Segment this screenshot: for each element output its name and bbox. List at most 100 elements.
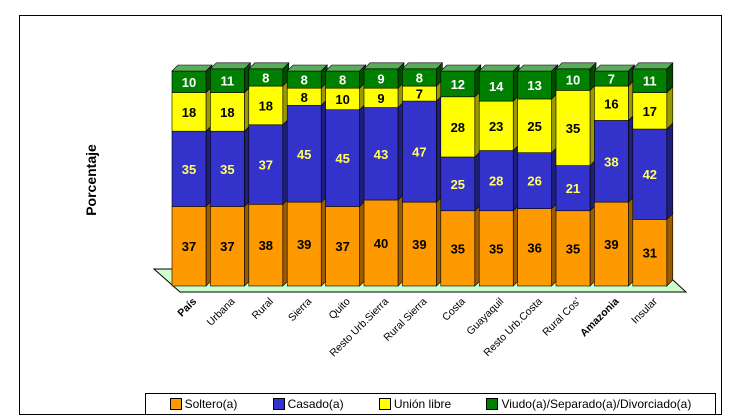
data-label: 35 [451, 241, 465, 256]
category-tick-label: Urbana [205, 296, 238, 329]
data-label: 38 [604, 154, 618, 169]
bar-segment [286, 201, 322, 287]
bar-segment [440, 96, 476, 158]
data-label: 18 [220, 105, 234, 120]
bar-top-face [324, 64, 367, 72]
data-label: 39 [604, 237, 618, 252]
data-label: 9 [377, 72, 384, 87]
category-tick-label: Sierra [286, 296, 314, 324]
data-label: 18 [259, 98, 273, 113]
bar-segment [594, 85, 629, 121]
legend: Soltero(a) Casado(a) Unión libre Viudo(a)/S… [145, 393, 716, 415]
legend-label: Viudo(a)/Separado(a)/Divorciado(a) [501, 397, 692, 411]
data-label: 23 [489, 119, 503, 134]
legend-swatch [272, 398, 285, 410]
data-label: 8 [301, 73, 308, 88]
data-label: 11 [643, 74, 657, 89]
data-label: 8 [416, 70, 423, 85]
data-label: 37 [259, 158, 273, 173]
data-label: 13 [527, 78, 541, 93]
category-tick-label: Rural Cos' [540, 296, 583, 339]
bar-segment [517, 208, 552, 287]
data-label: 35 [566, 241, 580, 256]
data-label: 39 [412, 237, 426, 252]
data-label: 26 [527, 174, 541, 189]
bar-segment [517, 70, 552, 100]
bar-segment [402, 100, 437, 203]
legend-item: Viudo(a)/Separado(a)/Divorciado(a) [486, 397, 691, 411]
data-label: 45 [297, 147, 311, 162]
data-label: 36 [527, 240, 541, 255]
bar-top-face [440, 64, 482, 72]
bar-segment [632, 92, 668, 130]
bar-segment [517, 152, 552, 209]
legend-item: Unión libre [378, 397, 451, 411]
data-label: 10 [566, 73, 580, 88]
category-tick-label: Insular [629, 295, 660, 326]
legend-item: Soltero(a) [169, 397, 237, 411]
legend-item: Casado(a) [272, 397, 344, 411]
bar-top-face [401, 62, 444, 70]
bar-segment [325, 206, 360, 287]
data-label: 9 [377, 91, 384, 106]
bar-top-face [593, 64, 636, 72]
data-label: 39 [297, 237, 311, 252]
bar-top-face [632, 62, 674, 70]
category-tick-label: Rural [250, 296, 276, 322]
data-label: 7 [416, 87, 423, 102]
bar-segment [632, 128, 668, 220]
data-label: 10 [182, 75, 196, 90]
bar-top-face [286, 64, 328, 72]
legend-label: Casado(a) [287, 397, 344, 411]
y-axis-label: Porcentaje [83, 144, 99, 216]
legend-swatch [169, 398, 182, 410]
category-tick-label: Costa [440, 296, 468, 324]
bar-segment [402, 201, 437, 287]
category-tick-label: País [175, 296, 199, 320]
bar-segment [171, 92, 207, 132]
bar-segment [632, 219, 668, 287]
bar-segment [325, 109, 360, 207]
data-label: 18 [182, 105, 196, 120]
bar-segment [594, 201, 629, 287]
bar-top-face [516, 64, 559, 72]
bar-segment [478, 70, 514, 102]
legend-swatch [486, 398, 499, 410]
bar-top-face [363, 62, 405, 70]
bar-segment [171, 130, 207, 207]
bar-segment [555, 165, 591, 212]
data-label: 8 [339, 73, 346, 88]
data-label: 47 [412, 145, 426, 160]
bar-top-face [555, 62, 597, 70]
data-label: 37 [335, 239, 349, 254]
bar-segment [286, 105, 322, 203]
data-label: 8 [262, 70, 269, 85]
bar-segment [210, 130, 245, 207]
data-label: 14 [489, 79, 504, 94]
bar-side-face [666, 122, 674, 221]
bar-segment [248, 204, 284, 287]
data-label: 28 [451, 120, 465, 135]
data-label: 31 [643, 246, 657, 261]
bar-segment [440, 70, 476, 98]
data-label: 25 [527, 119, 541, 134]
data-label: 10 [335, 92, 349, 107]
data-label: 7 [608, 72, 615, 87]
bar-segment [555, 90, 591, 166]
bar-segment [555, 210, 591, 287]
bar-segment [210, 206, 245, 287]
bar-top-face [248, 62, 290, 70]
bar-segment [248, 124, 284, 205]
data-label: 25 [451, 177, 465, 192]
data-label: 17 [643, 104, 657, 119]
bar-segment [478, 100, 514, 151]
data-label: 21 [566, 181, 580, 196]
data-label: 42 [643, 167, 657, 182]
category-tick-label: Amazonia [578, 296, 622, 340]
data-label: 12 [451, 77, 465, 92]
bar-top-face [171, 64, 213, 72]
bar-side-face [666, 212, 674, 287]
bar-top-face [209, 62, 252, 70]
